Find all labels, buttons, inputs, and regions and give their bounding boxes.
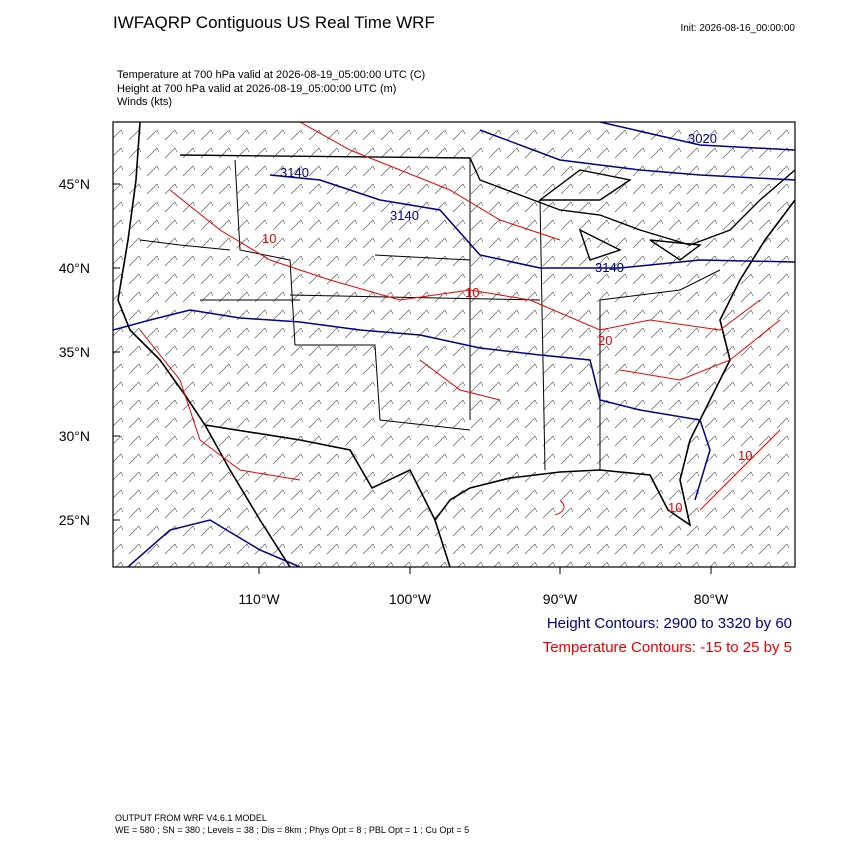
legend-temperature: Temperature Contours: -15 to 25 by 5 xyxy=(543,639,792,656)
lon-axis: 110°W 100°W 90°W 80°W xyxy=(238,567,729,607)
height-contour-label: 3140 xyxy=(595,260,624,275)
temperature-contour-label: 20 xyxy=(598,333,612,348)
lat-axis: 45°N 40°N 35°N 30°N 25°N xyxy=(59,176,120,528)
footer-model: OUTPUT FROM WRF V4.6.1 MODEL xyxy=(115,813,267,823)
footer-settings: WE = 580 ; SN = 380 ; Levels = 38 ; Dis … xyxy=(115,825,469,835)
wind-barbs xyxy=(113,122,795,567)
lat-label: 25°N xyxy=(59,512,90,528)
temperature-contours xyxy=(139,122,781,516)
legend-height: Height Contours: 2900 to 3320 by 60 xyxy=(547,615,792,632)
lat-label: 30°N xyxy=(59,428,90,444)
temperature-contour-label: 10 xyxy=(738,448,752,463)
field-label: Winds (kts) xyxy=(117,96,172,108)
coastline xyxy=(117,122,795,567)
init-time: Init: 2026-08-16_00:00:00 xyxy=(680,23,795,34)
lon-label: 110°W xyxy=(238,591,280,607)
temperature-contour-label: 10 xyxy=(262,231,276,246)
title: IWFAQRP Contiguous US Real Time WRF xyxy=(113,13,435,32)
lon-label: 100°W xyxy=(389,591,432,607)
lat-label: 35°N xyxy=(59,344,90,360)
map: 3020 3140 3140 3140 10 10 20 10 10 xyxy=(113,122,795,567)
lat-label: 45°N xyxy=(59,176,90,192)
height-contour-label: 3140 xyxy=(390,208,419,223)
field-label: Height at 700 hPa valid at 2026-08-19_05… xyxy=(117,83,396,95)
map-frame xyxy=(112,121,796,568)
borders-lakes xyxy=(179,154,795,261)
lat-label: 40°N xyxy=(59,260,90,276)
field-label: Temperature at 700 hPa valid at 2026-08-… xyxy=(117,69,425,81)
height-contours xyxy=(113,122,795,567)
lon-label: 80°W xyxy=(694,591,729,607)
height-contour-label: 3140 xyxy=(280,165,309,180)
temperature-contour-label: 10 xyxy=(668,500,682,515)
temperature-contour-label: 10 xyxy=(465,285,479,300)
height-contour-label: 3020 xyxy=(688,131,717,146)
lon-label: 90°W xyxy=(543,591,578,607)
